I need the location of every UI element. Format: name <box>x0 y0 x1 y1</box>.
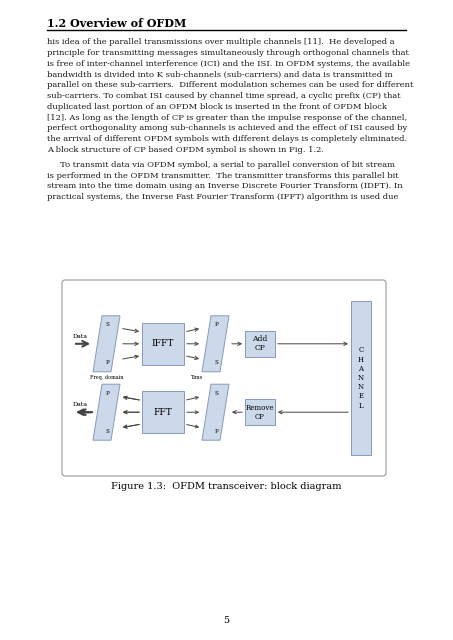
Text: S: S <box>106 323 109 327</box>
Text: FFT: FFT <box>154 408 173 417</box>
Text: sub-carriers. To combat ISI caused by channel time spread, a cyclic prefix (CP) : sub-carriers. To combat ISI caused by ch… <box>47 92 400 100</box>
Text: the arrival of different OFDM symbols with different delays is completely elimin: the arrival of different OFDM symbols wi… <box>47 135 407 143</box>
Text: Data: Data <box>73 402 88 407</box>
Text: Data: Data <box>73 334 88 339</box>
Polygon shape <box>93 316 120 372</box>
Text: Freq. domain: Freq. domain <box>90 375 123 380</box>
Text: stream into the time domain using an Inverse Discrete Fourier Transform (IDFT). : stream into the time domain using an Inv… <box>47 182 403 191</box>
FancyBboxPatch shape <box>245 331 275 356</box>
Text: 1.2 Overview of OFDM: 1.2 Overview of OFDM <box>47 18 186 29</box>
Text: C
H
A
N
N
E
L: C H A N N E L <box>358 346 364 410</box>
FancyBboxPatch shape <box>245 399 275 425</box>
Text: duplicated last portion of an OFDM block is inserted in the front of OFDM block: duplicated last portion of an OFDM block… <box>47 103 387 111</box>
Text: his idea of the parallel transmissions over multiple channels [11].  He develope: his idea of the parallel transmissions o… <box>47 38 395 46</box>
FancyBboxPatch shape <box>351 301 371 455</box>
Text: 5: 5 <box>223 616 229 625</box>
Text: Figure 1.3:  OFDM transceiver: block diagram: Figure 1.3: OFDM transceiver: block diag… <box>111 482 341 491</box>
FancyBboxPatch shape <box>142 391 184 433</box>
Text: P: P <box>106 390 109 396</box>
Text: P: P <box>215 429 218 434</box>
Polygon shape <box>202 384 229 440</box>
Text: is performed in the OFDM transmitter.  The transmitter transforms this parallel : is performed in the OFDM transmitter. Th… <box>47 172 399 180</box>
Text: Add
CP: Add CP <box>252 335 268 353</box>
Text: [12]. As long as the length of CP is greater than the impulse response of the ch: [12]. As long as the length of CP is gre… <box>47 114 407 122</box>
Text: P: P <box>106 360 109 365</box>
Text: To transmit data via OFDM symbol, a serial to parallel conversion of bit stream: To transmit data via OFDM symbol, a seri… <box>47 161 395 169</box>
Text: A block structure of CP based OFDM symbol is shown in Fig. 1.2.: A block structure of CP based OFDM symbo… <box>47 146 324 154</box>
FancyBboxPatch shape <box>62 280 386 476</box>
Text: IFFT: IFFT <box>152 339 174 348</box>
Text: S: S <box>214 390 218 396</box>
Text: S: S <box>106 429 109 434</box>
Text: practical systems, the Inverse Fast Fourier Transform (IFFT) algorithm is used d: practical systems, the Inverse Fast Four… <box>47 193 398 201</box>
Text: P: P <box>215 323 218 327</box>
Text: Remove
CP: Remove CP <box>246 404 274 421</box>
Polygon shape <box>202 316 229 372</box>
Text: perfect orthogonality among sub-channels is achieved and the effect of ISI cause: perfect orthogonality among sub-channels… <box>47 124 407 132</box>
Text: Time: Time <box>191 375 204 380</box>
Polygon shape <box>93 384 120 440</box>
Text: principle for transmitting messages simultaneously through orthogonal channels t: principle for transmitting messages simu… <box>47 49 409 57</box>
Text: S: S <box>214 360 218 365</box>
Text: is free of inter-channel interference (ICI) and the ISI. In OFDM systems, the av: is free of inter-channel interference (I… <box>47 60 410 68</box>
Text: bandwidth is divided into K sub-channels (sub-carriers) and data is transmitted : bandwidth is divided into K sub-channels… <box>47 70 393 78</box>
FancyBboxPatch shape <box>142 323 184 365</box>
Text: parallel on these sub-carriers.  Different modulation schemes can be used for di: parallel on these sub-carriers. Differen… <box>47 81 414 89</box>
